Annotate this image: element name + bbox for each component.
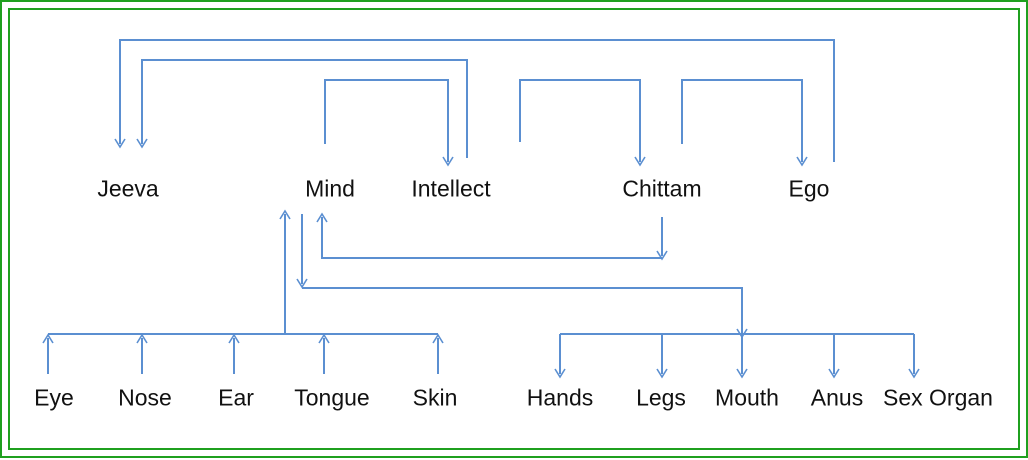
node-ego: Ego xyxy=(788,175,830,202)
node-chittam: Chittam xyxy=(622,175,702,202)
arrow-chittam-to-mind xyxy=(316,212,662,259)
node-ear: Ear xyxy=(218,384,254,411)
node-intellect: Intellect xyxy=(411,175,491,202)
arrow-mind-to-intellect xyxy=(324,79,454,167)
node-anus: Anus xyxy=(810,384,864,411)
node-legs: Legs xyxy=(636,384,686,411)
arrow-to-ego xyxy=(681,79,808,167)
node-hands: Hands xyxy=(526,384,594,411)
diagram-inner-border xyxy=(8,8,1020,450)
arrow-to-chittam xyxy=(519,79,646,167)
node-nose: Nose xyxy=(118,384,172,411)
node-eye: Eye xyxy=(34,384,74,411)
node-mouth: Mouth xyxy=(715,384,779,411)
node-skin: Skin xyxy=(412,384,458,411)
node-jeeva: Jeeva xyxy=(97,175,159,202)
arrow-mind-to-organs xyxy=(302,287,748,339)
arrow-ego-to-jeeva xyxy=(114,39,835,162)
node-sex-organ: Sex Organ xyxy=(883,384,993,411)
node-tongue: Tongue xyxy=(294,384,370,411)
node-mind: Mind xyxy=(305,175,355,202)
arrow-intellect-to-jeeva xyxy=(136,59,468,158)
